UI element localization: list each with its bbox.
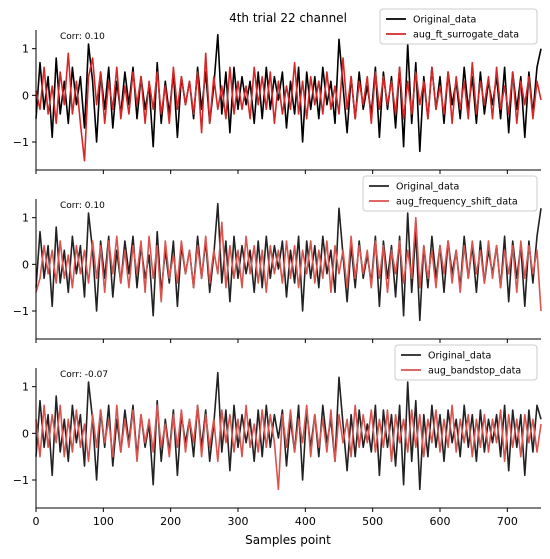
y-tick-label: 0 (22, 258, 29, 271)
legend-label: Original_data (428, 351, 491, 362)
legend-label: aug_frequency_shift_data (396, 197, 518, 208)
x-axis-label: Samples point (245, 533, 331, 547)
y-tick-label: 1 (22, 212, 29, 225)
panel-3: −1 0 1 0 100 200 300 400 500 600 700 Corr: -0.07 Ori… (13, 344, 542, 528)
x-tick-label: 300 (228, 515, 249, 528)
figure-title: 4th trial 22 channel (229, 11, 347, 25)
y-tick-label: 1 (22, 43, 29, 56)
legend-box (362, 175, 538, 212)
y-tick-label: 0 (22, 427, 29, 440)
legend-box (394, 344, 538, 381)
y-tick-label: 1 (22, 381, 29, 394)
x-tick-label: 0 (33, 515, 40, 528)
corr-annotation: Corr: 0.10 (60, 201, 105, 211)
y-tick-label: −1 (13, 305, 29, 318)
x-tick-label: 500 (362, 515, 383, 528)
y-tick-label: −1 (13, 474, 29, 487)
x-tick-label: 400 (295, 515, 316, 528)
panels: −1 0 1 Corr: 0.10 Original_data aug_ft_surrog… (13, 8, 542, 528)
series-line-1-2 (35, 52, 542, 162)
series-line-2-2 (35, 216, 542, 312)
legend-label: Original_data (396, 182, 459, 193)
panel-1: −1 0 1 Corr: 0.10 Original_data aug_ft_surrog… (13, 8, 542, 174)
legend-label: Original_data (413, 15, 476, 26)
legend-label: aug_bandstop_data (428, 366, 521, 377)
legend-box (379, 8, 538, 45)
x-tick-label: 700 (497, 515, 518, 528)
corr-annotation: Corr: -0.07 (60, 370, 108, 380)
x-tick-label: 100 (93, 515, 114, 528)
legend-2: Original_data aug_frequency_shift_data (362, 175, 538, 212)
series-line-3-2 (35, 404, 542, 491)
legend-1: Original_data aug_ft_surrogate_data (379, 8, 538, 45)
x-tick-label: 600 (430, 515, 451, 528)
y-tick-label: −1 (13, 136, 29, 149)
y-tick-label: 0 (22, 89, 29, 102)
x-tick-label: 200 (160, 515, 181, 528)
legend-label: aug_ft_surrogate_data (413, 30, 519, 41)
corr-annotation: Corr: 0.10 (60, 32, 105, 42)
panel-2: −1 0 1 Corr: 0.10 Original_data aug_frequency… (13, 175, 542, 343)
legend-3: Original_data aug_bandstop_data (394, 344, 538, 381)
